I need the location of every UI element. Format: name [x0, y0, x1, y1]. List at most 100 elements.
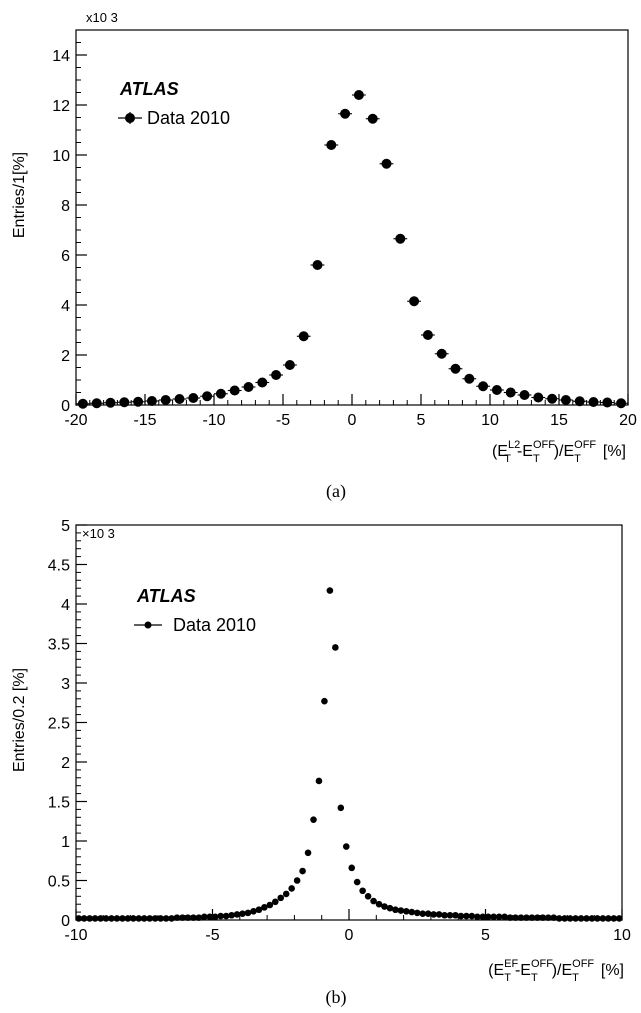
panel-b-legend-marker	[144, 621, 152, 629]
panel-b-data-point	[474, 913, 481, 921]
panel-a-data-point	[340, 108, 351, 119]
panel-b-data-point	[528, 914, 536, 921]
panel-b-data-point	[534, 914, 541, 921]
panel-a-data-point	[519, 390, 530, 400]
panel-b-data-point	[91, 915, 99, 922]
panel-b-data-point	[244, 909, 252, 917]
panel-b-y-tick-label: 0	[61, 913, 70, 930]
panel-a-data-point	[188, 393, 199, 403]
panel-b-data-point	[479, 913, 487, 921]
panel-b-data-point	[424, 910, 432, 917]
panel-b-data-point	[441, 911, 448, 919]
panel-b-data-point	[157, 915, 164, 922]
panel-b-plot-frame	[75, 524, 623, 921]
panel-b-data-point	[501, 913, 508, 921]
panel-b-data-point	[375, 900, 383, 908]
panel-b-data-point	[222, 912, 230, 920]
panel-a-data-point	[326, 140, 337, 150]
panel-b-data-point	[506, 914, 514, 921]
panel-b-data-point	[130, 915, 137, 922]
panel-b-data-point	[255, 906, 263, 914]
panel-b-data-point	[588, 915, 596, 922]
panel-b-y-tick-label: 2.5	[48, 716, 70, 733]
panel-b-x-tick-label: -5	[205, 927, 219, 944]
panel-b-data-point	[102, 915, 110, 922]
panel-b-data-point	[304, 849, 312, 857]
panel-b-data-point	[381, 903, 388, 910]
panel-a-x-tick-label: 5	[417, 412, 426, 429]
panel-b-data-point	[140, 915, 148, 922]
panel-b-data-point	[321, 697, 328, 705]
panel-b-data-point	[239, 910, 246, 917]
panel-b-data-point	[266, 901, 274, 909]
panel-b-y-tick-label: 4	[61, 597, 70, 614]
panel-b-y-multiplier: ×10 3	[82, 526, 115, 541]
panel-b-y-axis-label: Entries/0.2 [%]	[11, 668, 28, 772]
panel-a-x-tick-label: -15	[133, 412, 156, 429]
panel-b-data-point	[277, 894, 285, 902]
panel-a-x-axis-label: (EL2 T -EOFF T)/EOFF T [%]	[492, 439, 626, 465]
panel-a-data-point	[395, 233, 406, 244]
panel-a-data-point	[91, 398, 102, 409]
panel-a-data-point	[284, 360, 295, 370]
panel-b-y-tick-label: 0.5	[48, 874, 70, 891]
panel-a-x-tick-label: 15	[550, 412, 568, 429]
panel-a-data-point	[574, 396, 585, 407]
panel-b-data-point	[86, 915, 93, 922]
panel-a-y-tick-label: 8	[61, 198, 70, 215]
panel-b-data-point	[184, 914, 192, 921]
panel-a-x-tick-label: 10	[481, 412, 499, 429]
panel-a-x-tick-label: 20	[619, 412, 637, 429]
panel-b-data-point	[397, 907, 405, 914]
panel-b-x-tick-label: 10	[613, 927, 631, 944]
panel-b-data-point	[124, 915, 132, 922]
panel-a-data-point	[478, 381, 489, 392]
panel-b-data-point	[119, 915, 126, 922]
panel-b-data-point	[463, 912, 470, 920]
panel-a-data-point	[298, 331, 309, 342]
panel-b-data-point	[517, 914, 525, 921]
panel-b-y-tick-label: 2	[61, 755, 70, 772]
panel-a-data-point	[422, 330, 433, 340]
panel-b-data-point	[599, 915, 607, 922]
panel-a-data-point	[133, 396, 144, 407]
panel-a-y-tick-label: 14	[52, 48, 70, 65]
panel-b-data-point	[566, 915, 574, 922]
panel-b-data-point	[206, 913, 214, 921]
panel-b-chart: -10 -5 0 5 10 0 0.5 1 1.5 2 2.5 3 3.5 4 4.5 5 ×10 3 Ent…	[11, 518, 631, 1008]
panel-b-data-point	[250, 908, 257, 915]
panel-a-experiment-label: ATLAS	[119, 79, 179, 99]
panel-b-x-tick-label: -10	[64, 927, 87, 944]
panel-a-y-tick-label: 12	[52, 98, 70, 115]
panel-a-data-point	[215, 388, 226, 399]
panel-a-x-tick-label: -5	[276, 412, 290, 429]
panel-b-data-point	[135, 915, 143, 922]
panel-a-y-tick-label: 0	[61, 398, 70, 415]
panel-b-data-point	[572, 915, 579, 922]
panel-b-data-point	[577, 915, 585, 922]
panel-b-data-point	[342, 843, 350, 850]
panel-a-legend-marker	[125, 113, 135, 123]
panel-b-data-points	[75, 587, 623, 922]
panel-b-data-point	[457, 912, 465, 920]
panel-b-data-point	[523, 914, 530, 921]
panel-a-data-point	[367, 113, 378, 124]
panel-a-data-point	[381, 158, 392, 169]
panel-b-caption: (b)	[326, 987, 347, 1008]
panel-a-x-tick-label: -20	[64, 412, 87, 429]
panel-a-data-point	[77, 398, 88, 409]
panel-b-data-point	[310, 816, 317, 823]
panel-b-data-point	[594, 915, 601, 922]
panel-b-data-point	[353, 878, 361, 886]
panel-b-data-point	[550, 914, 558, 921]
panel-b-data-point	[315, 777, 323, 785]
panel-a-data-point	[202, 391, 213, 402]
panel-a-x-tick-label: 0	[348, 412, 357, 429]
panel-a-y-tick-label: 4	[61, 298, 70, 315]
panel-b-data-point	[370, 897, 377, 905]
panel-a-legend: Data 2010	[118, 108, 230, 128]
panel-b-data-point	[146, 915, 154, 922]
panel-b-y-tick-label: 5	[61, 518, 70, 535]
panel-b-data-point	[495, 913, 503, 921]
panel-b-data-point	[282, 890, 290, 898]
